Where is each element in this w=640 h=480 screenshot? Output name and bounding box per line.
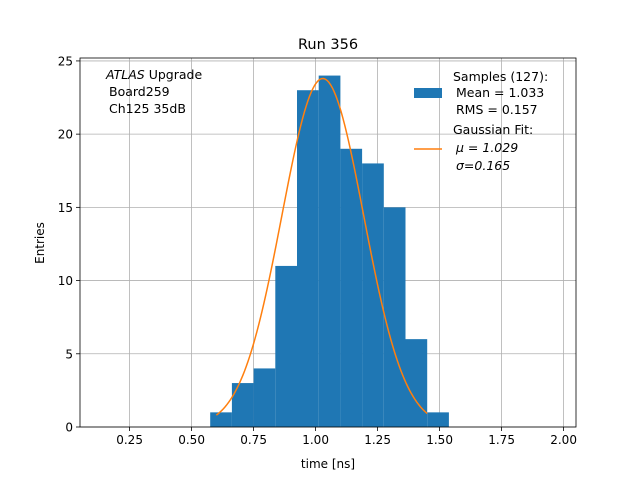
y-tick-label: 25: [58, 54, 73, 68]
x-tick-label: 0.75: [240, 433, 267, 447]
histogram-bar: [275, 265, 297, 427]
y-tick-label: 0: [65, 421, 73, 435]
legend-samples-line-3: RMS = 0.157: [456, 102, 538, 117]
histogram-bar: [405, 339, 428, 427]
x-tick-label: 0.50: [178, 433, 205, 447]
y-axis-ticks: 0 5 10 15 20 25: [58, 54, 80, 435]
chart-title: Run 356: [298, 37, 358, 53]
annotation-atlas: ATLAS: [105, 67, 145, 82]
histogram-bar: [297, 90, 319, 427]
x-tick-label: 1.50: [426, 433, 453, 447]
x-tick-label: 2.00: [550, 433, 577, 447]
legend-samples-line-1: Samples (127):: [453, 69, 548, 84]
x-tick-label: 1.00: [302, 433, 329, 447]
legend-samples-swatch: [414, 88, 442, 98]
y-tick-label: 5: [65, 347, 73, 361]
plot-frame: [79, 57, 577, 428]
legend-samples-line-2: Mean = 1.033: [456, 85, 544, 100]
legend-fit-line-3: σ=0.165: [456, 158, 510, 173]
x-tick-label: 1.25: [364, 433, 391, 447]
histogram-bar: [253, 368, 276, 427]
y-tick-label: 15: [58, 201, 73, 215]
x-axis-ticks: 0.25 0.50 0.75 1.00 1.25 1.50 1.75 2.00: [116, 427, 577, 447]
annotation-line-1: ATLAS Upgrade: [105, 67, 202, 82]
histogram-bars: [210, 75, 449, 428]
legend-fit-line-1: Gaussian Fit:: [453, 122, 533, 137]
annotation-line-2: Board259: [109, 84, 170, 99]
legend: Samples (127): Mean = 1.033 RMS = 0.157 …: [414, 69, 548, 173]
histogram-bar: [318, 75, 341, 428]
histogram-bar: [210, 412, 232, 427]
x-tick-label: 1.75: [488, 433, 515, 447]
x-tick-label: 0.25: [116, 433, 143, 447]
histogram-bar: [231, 383, 254, 427]
annotation-line-3: Ch125 35dB: [109, 101, 186, 116]
histogram-bar: [383, 207, 406, 427]
y-axis-label: Entries: [33, 222, 47, 264]
atlas-annotation: ATLAS Upgrade Board259 Ch125 35dB: [105, 67, 202, 116]
y-tick-label: 20: [58, 128, 73, 142]
gaussian-fit-curve: [215, 77, 428, 416]
legend-fit-line-2: μ = 1.029: [455, 140, 518, 155]
y-tick-label: 10: [58, 274, 73, 288]
annotation-upgrade: Upgrade: [145, 67, 203, 82]
histogram-bar: [362, 163, 384, 427]
histogram-bar: [427, 412, 449, 427]
x-axis-label: time [ns]: [301, 457, 355, 471]
histogram-bar: [340, 148, 363, 428]
